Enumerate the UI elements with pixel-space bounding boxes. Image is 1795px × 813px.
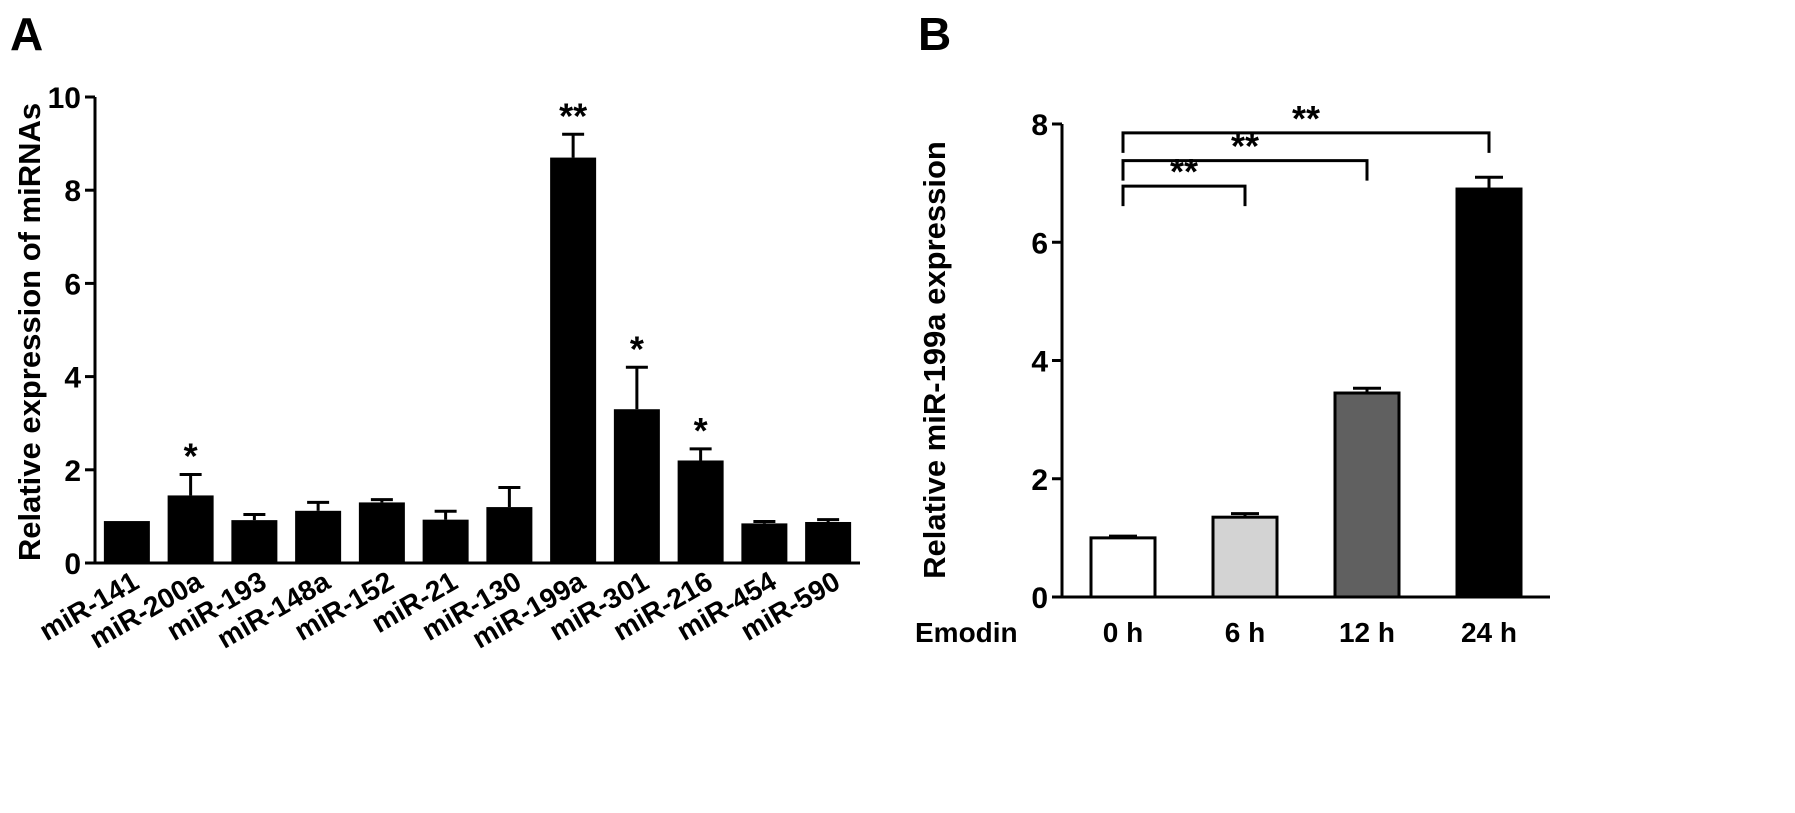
panel-b-comparison-label: ** xyxy=(1170,151,1198,192)
panel-b-category-label: 24 h xyxy=(1461,617,1517,648)
panel-b-comparison-label: ** xyxy=(1292,98,1320,139)
panel-a-y-tick-label: 6 xyxy=(64,268,81,301)
panel-a-significance: * xyxy=(694,410,708,451)
panel-a-bar xyxy=(167,495,214,563)
panel-a-bar xyxy=(741,523,788,563)
panel-a-y-tick-label: 4 xyxy=(64,362,81,395)
panel-a-letter: A xyxy=(10,8,43,60)
panel-a-significance: * xyxy=(630,328,644,369)
panel-a-bar xyxy=(677,460,724,563)
panel-b-bar xyxy=(1089,536,1157,599)
panel-a-bar xyxy=(613,409,660,563)
panel-a-y-tick-label: 0 xyxy=(64,548,81,581)
panel-b-category-label: 0 h xyxy=(1103,617,1143,648)
panel-b-bar xyxy=(1333,391,1401,599)
panel-a-bar xyxy=(550,157,597,563)
panel-a-bar xyxy=(103,521,150,563)
panel-b-bar xyxy=(1455,187,1523,599)
panel-a-y-tick-label: 10 xyxy=(48,82,81,115)
panel-b-comparison-bracket xyxy=(1121,159,1369,181)
panel-b-y-tick-label: 6 xyxy=(1031,227,1048,260)
panel-b-emodin-label: Emodin xyxy=(915,617,1018,648)
panel-b-comparison-bracket xyxy=(1121,131,1491,153)
panel-b-comparison-bracket xyxy=(1121,184,1247,207)
panel-b-category-label: 6 h xyxy=(1225,617,1265,648)
panel-a-y-tick-label: 8 xyxy=(64,175,81,208)
panel-a-y-axis-title: Relative expression of miRNAs xyxy=(12,103,47,561)
panel-a-bar xyxy=(422,519,469,563)
panel-b-bar xyxy=(1211,515,1279,599)
panel-a-y-tick-label: 2 xyxy=(64,455,81,488)
panel-a-bar xyxy=(231,520,278,563)
panel-a-bar xyxy=(486,507,533,563)
panel-a-bar xyxy=(805,521,852,563)
panel-a-significance: * xyxy=(184,435,198,476)
panel-b-category-label: 12 h xyxy=(1339,617,1395,648)
panel-b-y-axis-title: Relative miR-199a expression xyxy=(917,141,952,579)
panel-a-significance: ** xyxy=(559,95,587,136)
panel-a-bar xyxy=(358,502,405,563)
panel-b: B Relative miR-199a expression Emodin 0 2… xyxy=(915,8,1550,648)
panel-a-bar xyxy=(295,510,342,563)
panel-b-y-tick-label: 4 xyxy=(1031,346,1048,379)
panel-a: A Relative expression of miRNAs 0246810m… xyxy=(10,8,860,654)
panel-b-letter: B xyxy=(918,8,951,60)
panel-b-y-tick-label: 0 xyxy=(1031,582,1048,615)
panel-b-y-tick-label: 2 xyxy=(1031,464,1048,497)
panel-b-y-tick-label: 8 xyxy=(1031,109,1048,142)
